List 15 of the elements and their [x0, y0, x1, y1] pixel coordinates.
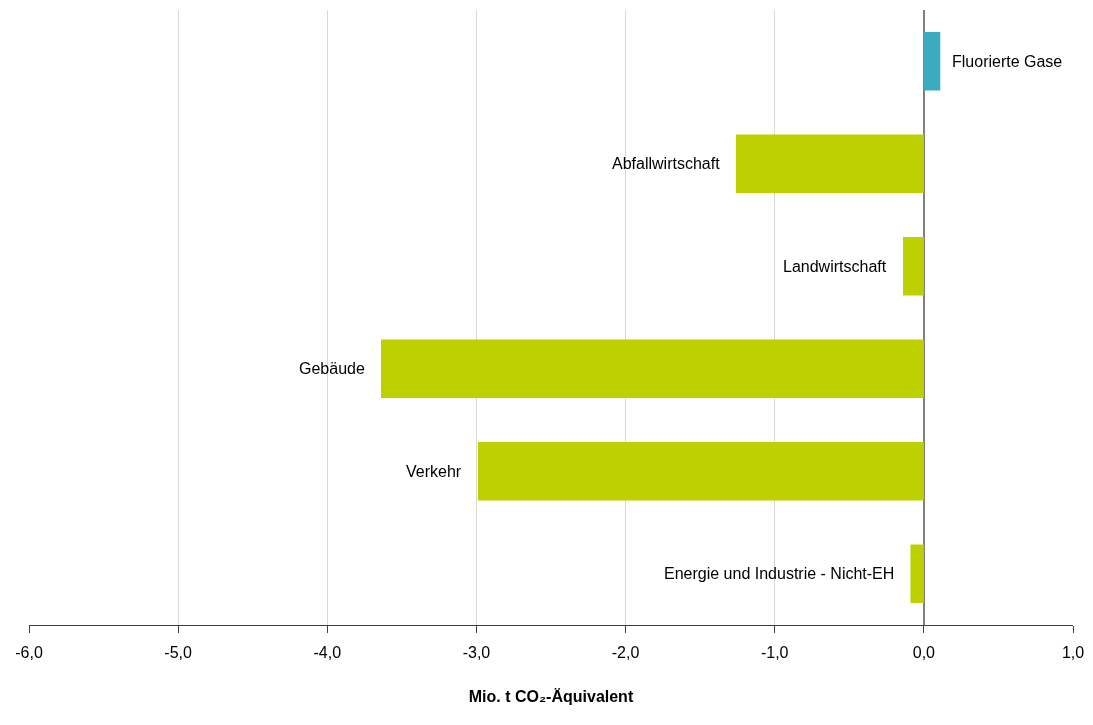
y-tick-label: Abfallwirtschaft [612, 155, 721, 172]
x-tick-label: -3,0 [462, 644, 491, 662]
x-tick-label: 1,0 [1061, 644, 1085, 662]
y-tick-label: Gebäude [299, 360, 365, 377]
y-tick-label: Fluorierte Gase [952, 53, 1063, 70]
x-tick-label: -1,0 [760, 644, 789, 662]
x-tick-label: -6,0 [15, 644, 43, 662]
x-tick-label: -4,0 [313, 644, 342, 662]
y-tick-label: Landwirtschaft [783, 258, 887, 275]
x-tick-label: 0,0 [912, 644, 936, 662]
y-tick-label: Energie und Industrie - Nicht-EH [664, 565, 895, 582]
x-axis-title: Mio. t CO₂-Äquivalent [468, 687, 634, 705]
y-tick-label: Verkehr [406, 463, 462, 480]
x-tick-label: -2,0 [611, 644, 640, 662]
x-tick-label: -5,0 [164, 644, 193, 662]
